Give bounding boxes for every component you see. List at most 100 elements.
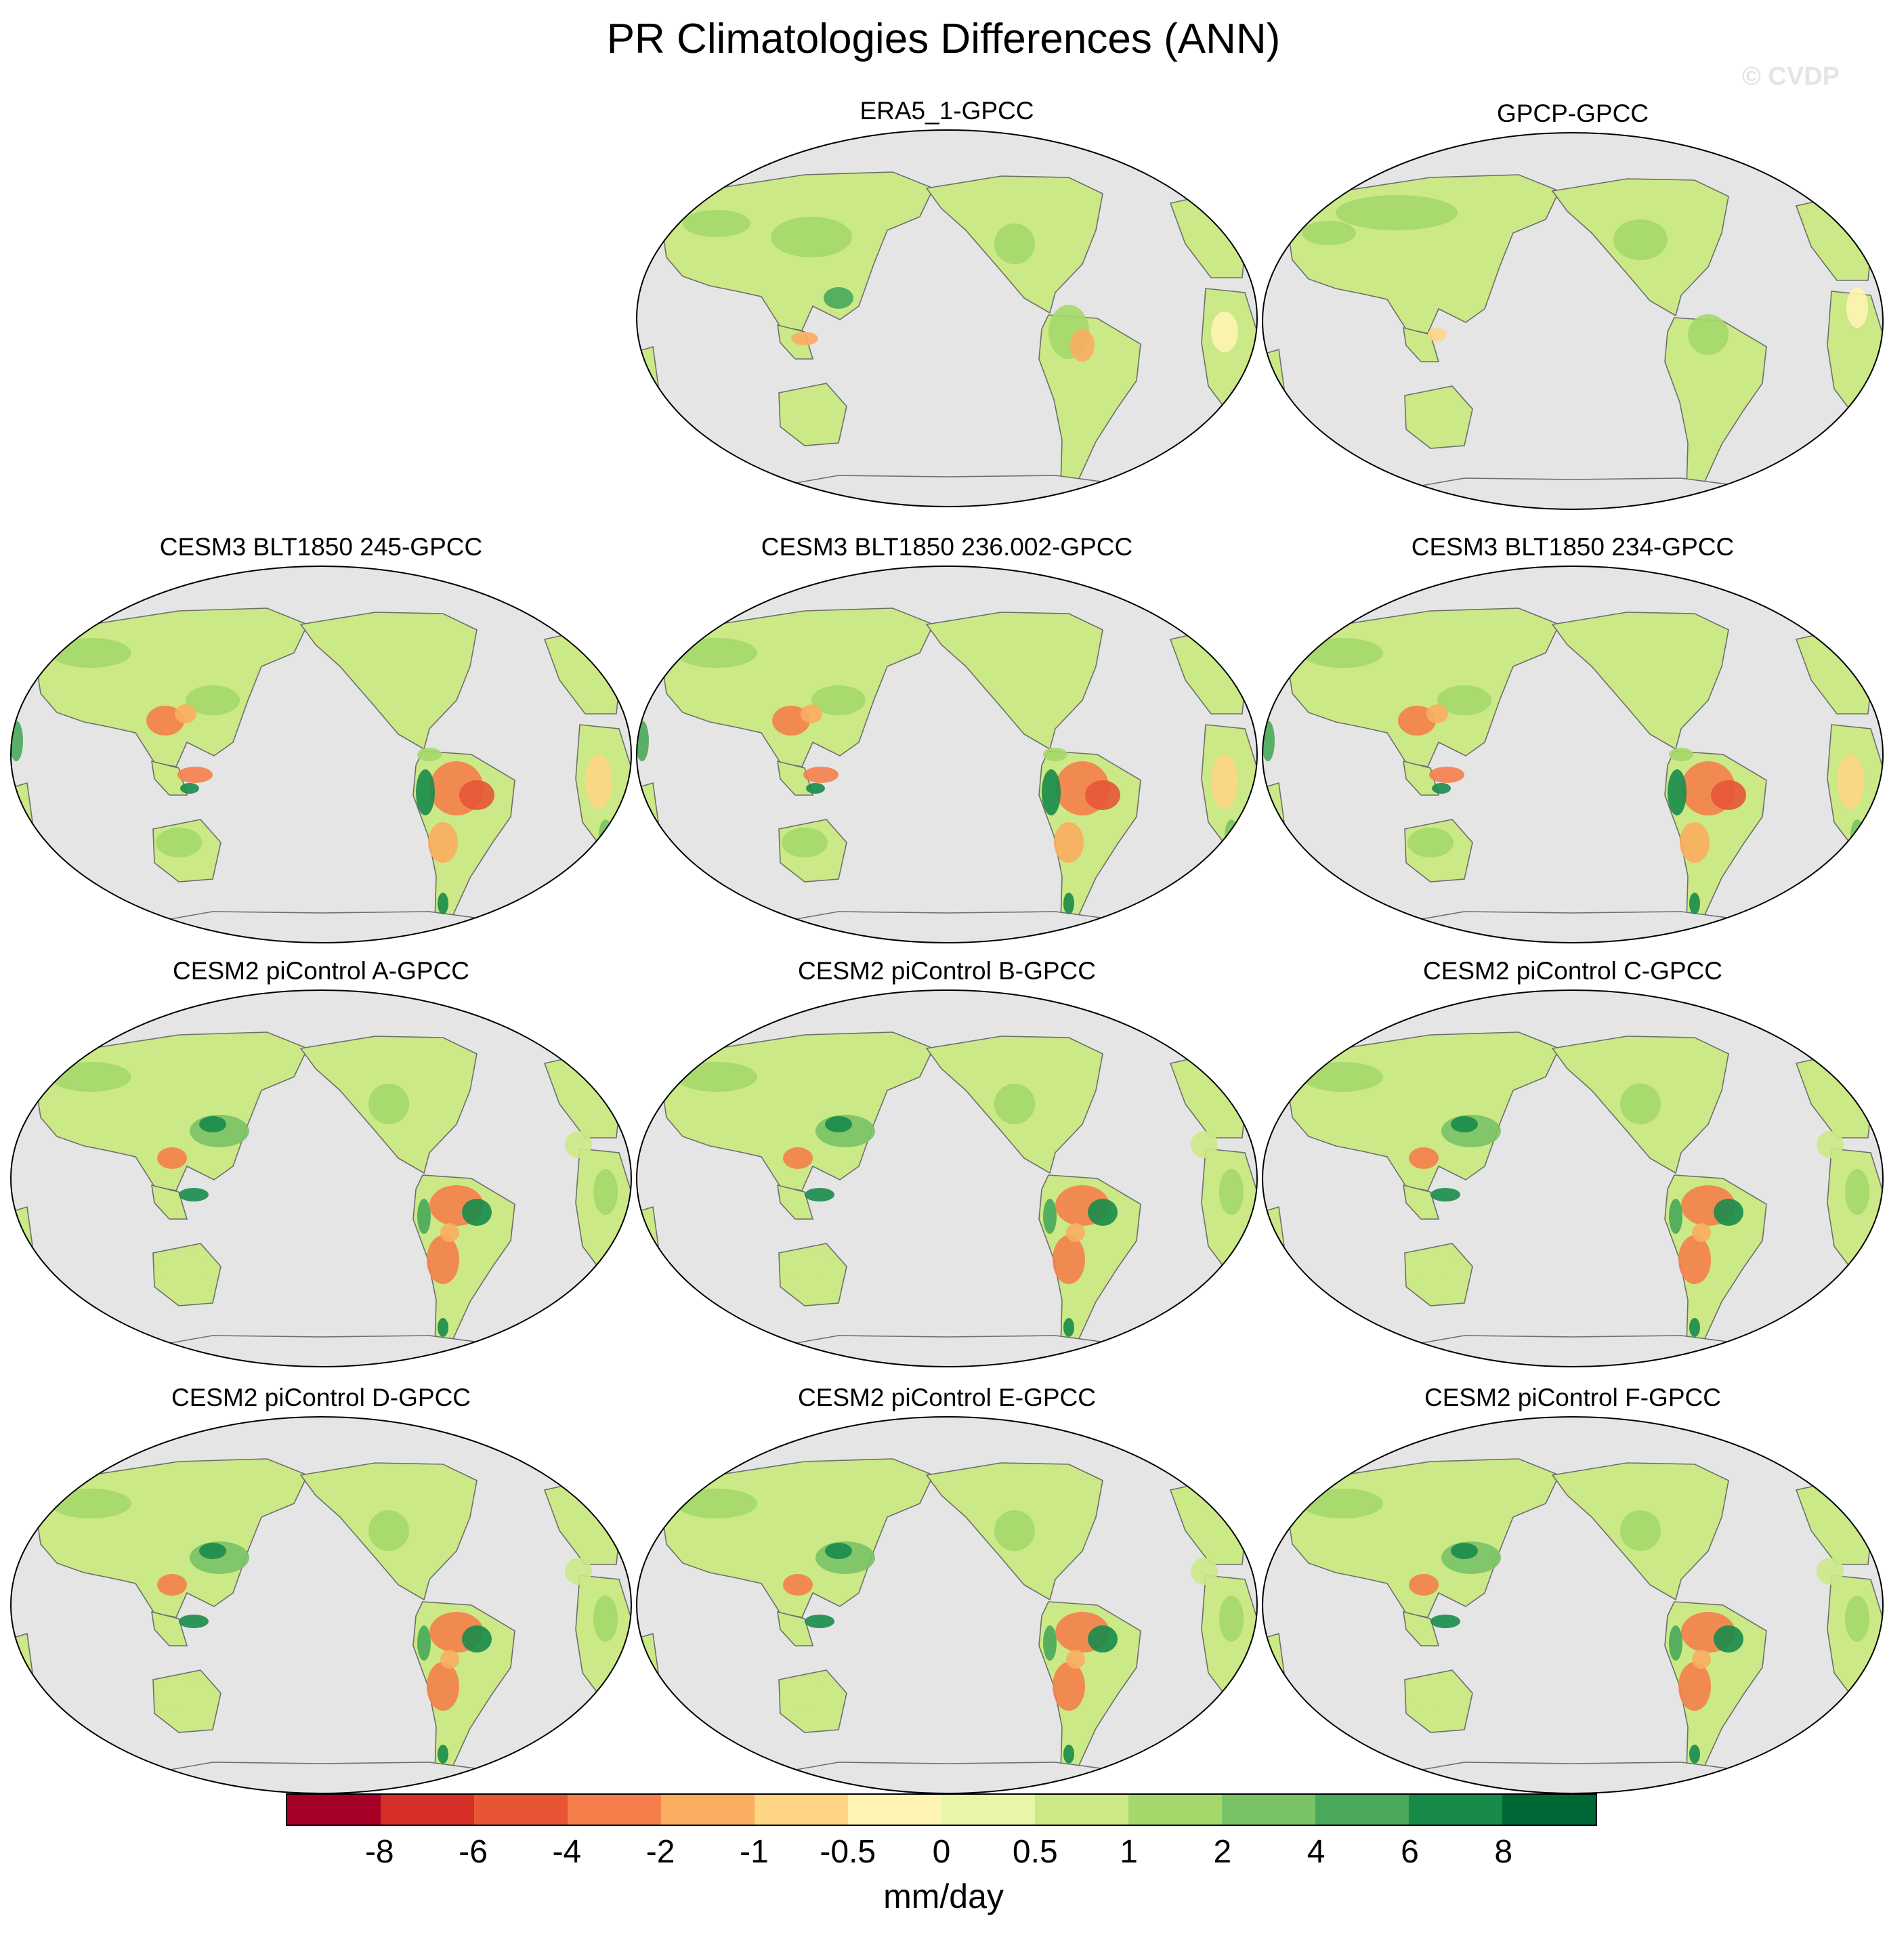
- colorbar-box: [1035, 1795, 1128, 1825]
- precip-anomaly: [50, 638, 131, 668]
- colorbar-box: [1128, 1795, 1222, 1825]
- precip-anomaly: [824, 287, 853, 309]
- precip-anomaly: [1063, 1745, 1074, 1764]
- precip-anomaly: [1211, 754, 1238, 809]
- map-panel: GPCP-GPCC: [1261, 99, 1884, 510]
- precip-anomaly: [462, 1199, 492, 1226]
- world-map: [10, 1416, 632, 1794]
- panel-title: CESM2 piControl B-GPCC: [797, 957, 1096, 985]
- world-map: [636, 566, 1258, 943]
- precip-difference-field: [50, 1489, 618, 1764]
- colorbar-tick-label: -1: [740, 1834, 769, 1870]
- precip-anomaly: [1042, 769, 1061, 815]
- precip-anomaly: [199, 1116, 226, 1132]
- colorbar-box: [1502, 1795, 1596, 1825]
- map-panel: CESM2 piControl D-GPCC: [9, 1383, 633, 1794]
- precip-anomaly: [177, 767, 213, 783]
- precip-anomaly: [1845, 1169, 1869, 1215]
- precip-anomaly: [565, 1558, 592, 1585]
- map-panel: CESM3 BLT1850 236.002-GPCC: [635, 532, 1258, 943]
- precip-difference-field: [1302, 195, 1868, 355]
- colorbar-tick-label: 1: [1120, 1834, 1138, 1870]
- precip-anomaly: [1689, 1318, 1700, 1337]
- land-seAsia: [151, 1184, 188, 1220]
- colorbar-unit: mm/day: [883, 1877, 1004, 1915]
- land-australia: [1404, 385, 1473, 449]
- colorbar-box: [661, 1795, 755, 1825]
- precip-anomaly: [1432, 783, 1451, 794]
- precip-anomaly: [1211, 312, 1238, 352]
- map-panel: CESM3 BLT1850 245-GPCC: [9, 532, 633, 943]
- precip-anomaly: [1714, 1625, 1743, 1653]
- precip-anomaly: [771, 217, 852, 257]
- precip-anomaly: [1191, 1131, 1218, 1158]
- precip-anomaly: [1426, 704, 1448, 723]
- panel-title: CESM2 piControl F-GPCC: [1424, 1384, 1721, 1411]
- precip-anomaly: [1817, 1558, 1844, 1585]
- panel-title: GPCP-GPCC: [1496, 100, 1649, 127]
- world-map: [1262, 132, 1884, 510]
- colorbar-box: [1409, 1795, 1502, 1825]
- precip-anomaly: [427, 1662, 459, 1711]
- land-africaLeft: [637, 782, 659, 857]
- precip-anomaly: [1437, 685, 1491, 715]
- precip-anomaly: [1043, 1625, 1057, 1661]
- precip-anomaly: [1613, 219, 1668, 260]
- precip-anomaly: [428, 822, 458, 863]
- precip-anomaly: [1398, 706, 1436, 736]
- precip-anomaly: [1407, 1252, 1454, 1281]
- land-seAsia: [151, 1611, 188, 1646]
- watermark: © CVDP: [1741, 62, 1840, 91]
- precip-anomaly: [1336, 195, 1458, 230]
- map-border: [10, 989, 632, 1367]
- precip-anomaly: [1846, 287, 1868, 328]
- precip-anomaly: [1066, 1650, 1085, 1669]
- map-border: [636, 989, 1258, 1367]
- colorbar-tick-label: 8: [1494, 1834, 1513, 1870]
- precip-anomaly: [417, 748, 442, 761]
- precip-anomaly: [157, 1147, 187, 1169]
- precip-anomaly: [156, 1678, 202, 1708]
- precip-anomaly: [1302, 1062, 1383, 1092]
- precip-difference-field: [1263, 638, 1864, 914]
- land-seAsia: [777, 1184, 814, 1220]
- world-map: [636, 129, 1258, 507]
- precip-difference-field: [50, 1062, 618, 1337]
- panel-title: CESM3 BLT1850 234-GPCC: [1411, 533, 1735, 561]
- colorbar-tick-label: 2: [1213, 1834, 1232, 1870]
- precip-anomaly: [1430, 1615, 1460, 1628]
- colorbar-tick-label: 4: [1307, 1834, 1326, 1870]
- precip-anomaly: [825, 1116, 852, 1132]
- precip-anomaly: [1428, 328, 1447, 341]
- precip-anomaly: [805, 1188, 834, 1201]
- land-seAsia: [151, 760, 188, 796]
- precip-difference-field: [683, 210, 1238, 362]
- map-panel: CESM2 piControl C-GPCC: [1261, 956, 1884, 1367]
- precip-anomaly: [1678, 1235, 1711, 1284]
- world-map: [1262, 1416, 1884, 1794]
- land-africaLeft: [11, 782, 33, 857]
- precip-anomaly: [1054, 822, 1084, 863]
- world-map: [636, 1416, 1258, 1794]
- precip-anomaly: [676, 1489, 757, 1518]
- precip-anomaly: [1063, 893, 1074, 914]
- colorbar-tick-label: -8: [364, 1834, 394, 1870]
- land-africaLeft: [11, 1206, 33, 1281]
- precip-difference-field: [676, 1062, 1244, 1337]
- precip-anomaly: [803, 767, 839, 783]
- precip-anomaly: [1669, 1625, 1682, 1661]
- map-border: [636, 129, 1258, 507]
- panel-title: CESM3 BLT1850 236.002-GPCC: [761, 533, 1133, 561]
- precip-anomaly: [1837, 754, 1864, 809]
- precip-anomaly: [1219, 1596, 1244, 1642]
- precip-anomaly: [368, 1510, 409, 1551]
- precip-anomaly: [1451, 1116, 1478, 1132]
- precip-anomaly: [438, 1745, 448, 1764]
- precip-anomaly: [1088, 1199, 1118, 1226]
- precip-anomaly: [462, 1625, 492, 1653]
- precip-anomaly: [1053, 1235, 1085, 1284]
- panel-title: ERA5_1-GPCC: [860, 97, 1034, 125]
- precip-anomaly: [1409, 1574, 1439, 1596]
- precip-anomaly: [1066, 1223, 1085, 1242]
- precip-anomaly: [1620, 1510, 1661, 1551]
